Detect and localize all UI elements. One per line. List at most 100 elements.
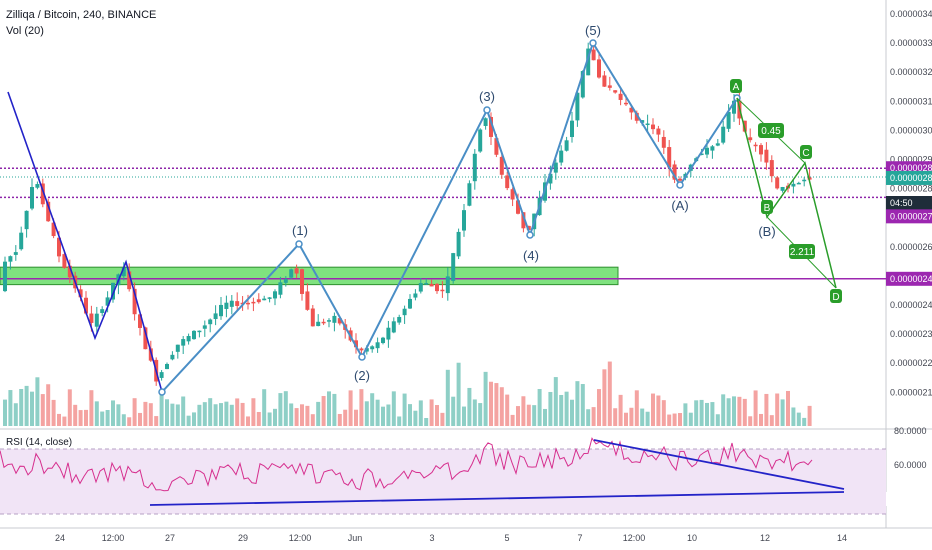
- time-axis-tick: 12: [760, 533, 770, 543]
- candle-body: [224, 302, 229, 309]
- candle-body: [672, 164, 677, 180]
- candle-body: [494, 138, 499, 155]
- candle-body: [273, 291, 277, 299]
- volume-bar: [262, 389, 267, 426]
- volume-bar: [370, 393, 375, 426]
- candle-body: [332, 315, 337, 323]
- harmonic-ratio-label: 0.45: [761, 126, 781, 137]
- candle-body: [105, 297, 110, 306]
- wave-label: (4): [523, 248, 539, 263]
- volume-bar: [111, 400, 115, 426]
- candle-body: [138, 314, 142, 328]
- harmonic-point-label: B: [764, 203, 771, 214]
- candle-body: [57, 237, 61, 257]
- candle-body: [732, 100, 736, 114]
- candle-body: [607, 85, 612, 88]
- wave-label: (2): [354, 368, 370, 383]
- volume-bar: [343, 409, 348, 426]
- volume-bar: [472, 399, 477, 426]
- candle-body: [726, 111, 731, 129]
- candle-body: [591, 49, 596, 61]
- price-highlight-label: 0.00000284: [890, 173, 932, 183]
- volume-bar: [337, 413, 342, 426]
- candle-body: [283, 279, 288, 283]
- volume-bar: [391, 391, 396, 426]
- volume-bar: [278, 393, 283, 426]
- candle-body: [753, 144, 758, 147]
- harmonic-ratio-tag: [758, 123, 784, 138]
- candle-body: [548, 173, 553, 184]
- candle-body: [305, 291, 310, 310]
- volume-bar: [748, 416, 753, 426]
- candle-body: [213, 313, 218, 320]
- volume-bar: [256, 411, 261, 426]
- volume-bar: [35, 377, 40, 426]
- volume-bar: [451, 396, 456, 426]
- candle-body: [62, 254, 67, 268]
- candle-body: [219, 304, 223, 317]
- volume-bar: [656, 395, 661, 426]
- candle-body: [553, 162, 558, 173]
- time-axis-tick: 7: [577, 533, 582, 543]
- volume-bar: [84, 409, 88, 426]
- volume-bar: [332, 393, 337, 426]
- volume-bar: [516, 406, 520, 426]
- time-axis-tick: 12:00: [623, 533, 646, 543]
- candle-body: [748, 137, 753, 141]
- candle-body: [769, 160, 774, 177]
- volume-bar: [13, 403, 18, 426]
- volume-bar: [429, 399, 434, 426]
- candle-body: [246, 302, 250, 305]
- time-axis-tick: 3: [429, 533, 434, 543]
- volume-bar: [181, 396, 186, 426]
- candle-body: [310, 308, 315, 327]
- volume-bar: [640, 408, 645, 426]
- candle-body: [3, 261, 7, 292]
- candle-body: [634, 112, 639, 121]
- candle-body: [699, 153, 704, 156]
- candle-body: [559, 150, 564, 163]
- volume-bar: [715, 414, 720, 426]
- candle-body: [354, 340, 358, 348]
- rsi-resistance-trendline: [593, 439, 845, 490]
- volume-bar: [354, 409, 358, 426]
- volume-bar: [267, 412, 272, 426]
- candle-body: [175, 344, 180, 352]
- volume-bar: [19, 389, 24, 426]
- volume-bar: [186, 415, 191, 426]
- volume-bar: [678, 413, 682, 426]
- volume-bar: [435, 405, 439, 426]
- candle-body: [661, 136, 666, 148]
- volume-bar: [89, 390, 94, 426]
- candle-body: [721, 126, 726, 143]
- volume-bar: [688, 412, 693, 426]
- volume-bar: [40, 394, 45, 426]
- candle-body: [586, 48, 591, 76]
- volume-bar: [624, 412, 628, 426]
- candle-body: [8, 256, 13, 262]
- candle-body: [391, 321, 396, 333]
- volume-bar: [553, 377, 558, 426]
- volume-bar: [726, 398, 731, 426]
- rsi-support-trendline: [149, 491, 845, 506]
- candle-body: [413, 293, 418, 298]
- rsi-axis-tick: 80.0000: [894, 426, 927, 436]
- wave-pivot-point: [526, 231, 534, 239]
- candle-body: [402, 308, 407, 316]
- volume-bar: [629, 407, 634, 426]
- candle-body: [24, 210, 29, 230]
- price-highlight-box: [886, 271, 932, 286]
- volume-bar: [375, 399, 380, 426]
- wave-pivot-point: [676, 181, 684, 189]
- volume-bar: [402, 393, 407, 426]
- volume-bar: [408, 404, 412, 426]
- time-axis-tick: 24: [55, 533, 65, 543]
- candle-body: [613, 90, 618, 93]
- volume-bar: [165, 399, 169, 426]
